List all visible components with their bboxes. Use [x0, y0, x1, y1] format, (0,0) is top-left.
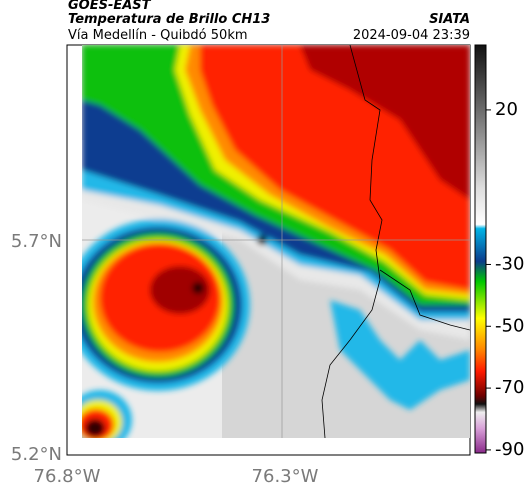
lon-label: 76.8°W: [34, 466, 101, 487]
satellite-title: GOES-EAST: [68, 0, 152, 13]
colorbar-tick-label: -70: [495, 377, 524, 398]
colorbar-tick-label: 20: [495, 99, 518, 120]
datetime-label: 2024-09-04 23:39: [353, 28, 470, 43]
lat-label: 5.7°N: [11, 231, 62, 252]
lat-label: 5.2°N: [11, 444, 62, 465]
route-label: Vía Medellín - Quibdó 50km: [68, 28, 248, 43]
colorbar-tick-label: -30: [495, 253, 524, 274]
source-label: SIATA: [429, 12, 470, 27]
lon-label: 76.3°W: [252, 466, 319, 487]
colorbar-tick-label: -50: [495, 315, 524, 336]
product-title: Temperatura de Brillo CH13: [68, 12, 270, 27]
satellite-image: [82, 45, 470, 438]
colorbar-tick-label: -90: [495, 439, 524, 460]
colorbar: [474, 44, 487, 454]
